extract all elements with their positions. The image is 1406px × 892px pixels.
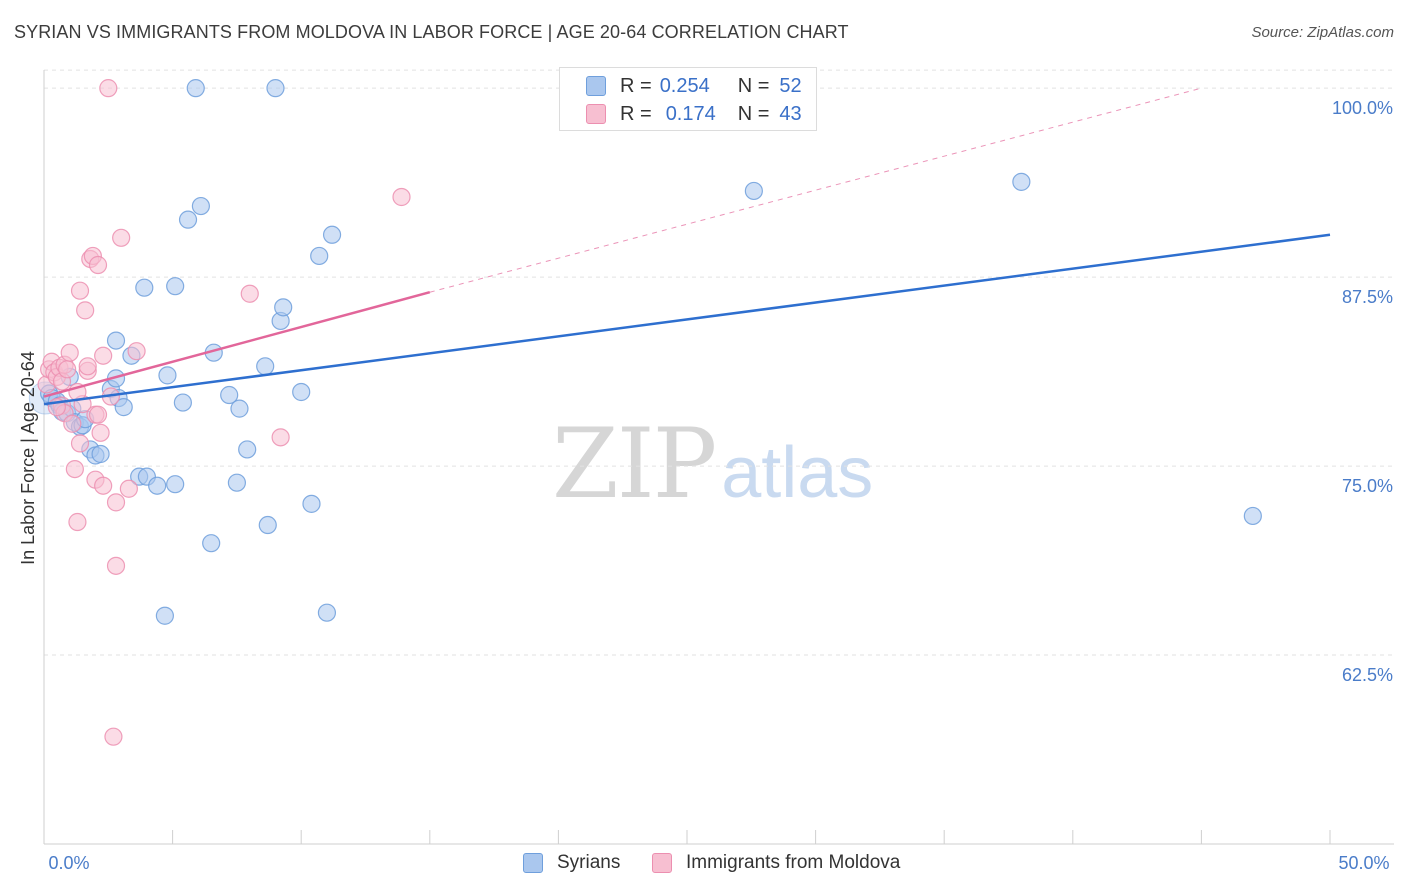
legend-r-label: R = [620,102,652,125]
moldova-point [106,493,126,512]
syrian-point [173,393,192,412]
moldova-point [58,360,77,379]
moldova-point [60,343,79,362]
moldova-point [68,512,87,532]
syrian-point [186,79,205,98]
y-axis-label: In Labor Force | Age 20-64 [18,351,38,565]
syrian-point [178,210,198,229]
syrian-point [238,440,257,459]
syrian-point [114,398,133,417]
syrian-point [274,298,293,317]
syrian-point [1243,506,1262,526]
data-points [28,79,1262,746]
legend-r-value: 0.174 [665,102,716,125]
moldova-point [70,281,90,300]
correlation-legend: R = 0.254 N = 52 R = 0.174 N = 43 [559,67,817,131]
legend-n-value: 52 [779,74,802,97]
moldova-point [106,556,126,575]
syrian-point [202,534,221,553]
moldova-point [76,301,95,320]
legend-n-label: N = [737,74,770,97]
x-tick-label: 0.0% [48,853,89,873]
syrians-legend-label: Syrians [557,852,621,873]
syrian-point [292,382,311,402]
moldova-point [104,727,123,746]
watermark: ZIPatlas [552,408,873,520]
syrians-legend-swatch [523,853,543,873]
syrian-point [135,278,154,297]
moldova-point [63,414,82,433]
syrians-trend-line [43,233,1331,406]
syrian-point [266,79,285,98]
moldova-swatch [586,104,606,124]
watermark-atlas: atlas [721,433,874,513]
axis-labels: 62.5% 75.0% 87.5% 100.0% 0.0% 50.0% In Labor F… [18,98,1393,873]
moldova-point [94,476,113,495]
legend-row-moldova: R = 0.174 N = 43 [586,102,802,126]
syrian-point [230,399,249,418]
syrian-point [166,277,185,296]
moldova-point [119,479,138,498]
moldova-point [99,79,118,98]
moldova-point [88,255,108,275]
series-legend: Syrians Immigrants from Moldova [0,852,1406,878]
syrian-point [1012,172,1031,191]
syrian-point [91,444,110,464]
legend-r-value: 0.254 [659,74,710,97]
moldova-point [65,459,84,479]
moldova-point [70,434,90,453]
moldova-point [112,228,131,247]
axes [43,70,1394,845]
moldova-trend-extension [429,87,1202,293]
watermark-zip: ZIP [552,408,717,520]
trend-lines [43,87,1331,406]
moldova-point [78,357,97,376]
moldova-trend-line [43,291,431,398]
syrian-point [155,606,174,625]
moldova-point [127,342,146,361]
legend-r-label: R = [620,74,652,97]
y-tick-label: 87.5% [1342,287,1393,307]
moldova-point [240,284,259,303]
syrian-point [166,475,185,494]
legend-row-syrians: R = 0.254 N = 52 [586,74,802,98]
syrian-point [302,494,321,513]
moldova-point [94,346,113,365]
syrian-point [322,225,342,244]
legend-item-moldova: Immigrants from Moldova [652,852,900,874]
legend-item-syrians: Syrians [523,852,620,874]
syrian-point [227,473,246,492]
source-label: Source: ZipAtlas.com [1251,24,1394,41]
syrians-swatch [586,76,606,96]
x-tick-label: 50.0% [1338,853,1389,873]
legend-n-label: N = [737,102,770,125]
syrian-point [256,357,275,376]
moldova-point [91,423,110,442]
syrian-point [744,181,763,201]
syrian-point [317,603,337,622]
moldova-point [271,428,290,447]
syrian-point [106,331,126,350]
grid-lines [44,69,1394,656]
syrian-point [158,366,177,385]
moldova-legend-label: Immigrants from Moldova [686,852,901,873]
legend-n-value: 43 [779,102,802,125]
y-tick-label: 100.0% [1332,98,1393,118]
syrian-point [191,196,210,216]
moldova-legend-swatch [652,853,672,873]
syrian-point [220,385,239,405]
moldova-point [392,187,411,207]
moldova-point [88,405,108,424]
syrian-point [258,515,277,535]
syrian-point [148,476,167,495]
y-tick-label: 75.0% [1342,476,1393,496]
y-tick-label: 62.5% [1342,665,1393,685]
syrian-point [310,246,329,266]
chart-title: SYRIAN VS IMMIGRANTS FROM MOLDOVA IN LAB… [14,22,849,42]
